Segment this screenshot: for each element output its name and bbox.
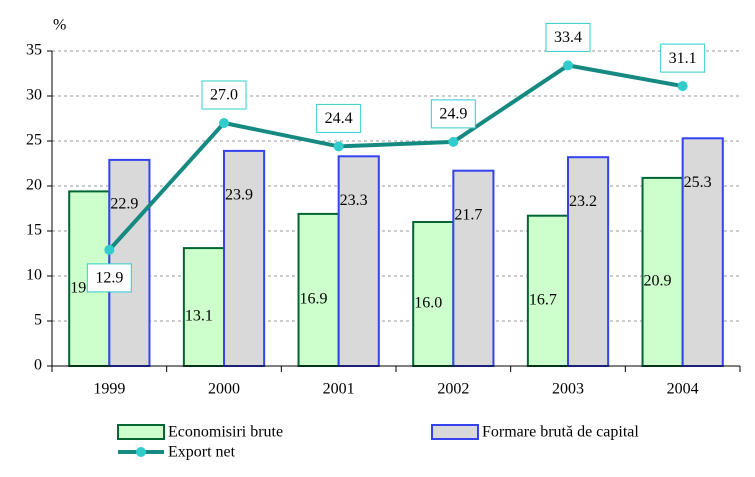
marker [333,141,344,152]
label-box [316,103,362,133]
data-label: 24.9 [439,106,467,123]
data-label: 27.0 [210,87,238,104]
marker [677,81,688,92]
legend-swatch [117,424,165,440]
bar [452,169,495,367]
x-tick-label: 1999 [93,381,125,398]
data-label: 23.9 [225,187,253,204]
y-axis-label: % [53,17,66,34]
y-tick-label: 30 [26,87,42,104]
bar [412,221,455,367]
legend-marker [136,447,146,457]
data-label: 31.1 [669,50,697,67]
data-label: 16.0 [414,295,442,312]
y-tick-label: 25 [26,132,42,149]
label-box [545,22,591,52]
marker [104,244,115,255]
legend-label: Economisiri brute [168,424,283,441]
line [107,63,684,252]
y-tick-label: 15 [26,222,42,239]
data-label: 12.9 [95,270,123,287]
y-tick-label: 10 [26,267,42,284]
marker [448,136,459,147]
x-tick-label: 2003 [552,381,584,398]
data-label: 16.7 [529,292,557,309]
label-box [660,43,706,73]
data-label: 23.2 [569,193,597,210]
label-box [430,99,476,129]
data-label: 20.9 [644,273,672,290]
bar [526,214,569,367]
y-tick-label: 0 [34,357,42,374]
bar [681,137,724,367]
marker [219,118,229,128]
data-label: 21.7 [454,206,482,223]
y-tick-label: 5 [34,312,42,329]
y-tick-label: 20 [26,177,42,194]
y-tick-label: 35 [26,42,42,59]
data-label: 23.3 [340,192,368,209]
data-label: 24.4 [325,110,353,127]
legend-swatch [431,424,479,440]
bar [182,247,226,368]
bar [223,149,266,367]
x-tick-label: 2001 [323,381,355,398]
legend-label: Formare brută de capital [482,424,639,441]
legend-label: Export net [168,444,236,461]
bar [337,155,380,367]
bar [108,158,151,367]
data-label: 25.3 [684,174,712,191]
bar [297,212,340,367]
x-tick-label: 2002 [437,381,469,398]
marker [563,60,573,71]
data-label: 16.9 [300,291,328,308]
data-label: 33.4 [554,29,582,46]
bar [567,156,610,367]
label-box [86,263,132,293]
data-label: 22.9 [110,196,138,213]
x-tick-label: 2000 [208,381,240,398]
label-box [201,80,247,110]
x-tick-label: 2004 [667,381,699,398]
data-label: 13.1 [185,308,213,325]
